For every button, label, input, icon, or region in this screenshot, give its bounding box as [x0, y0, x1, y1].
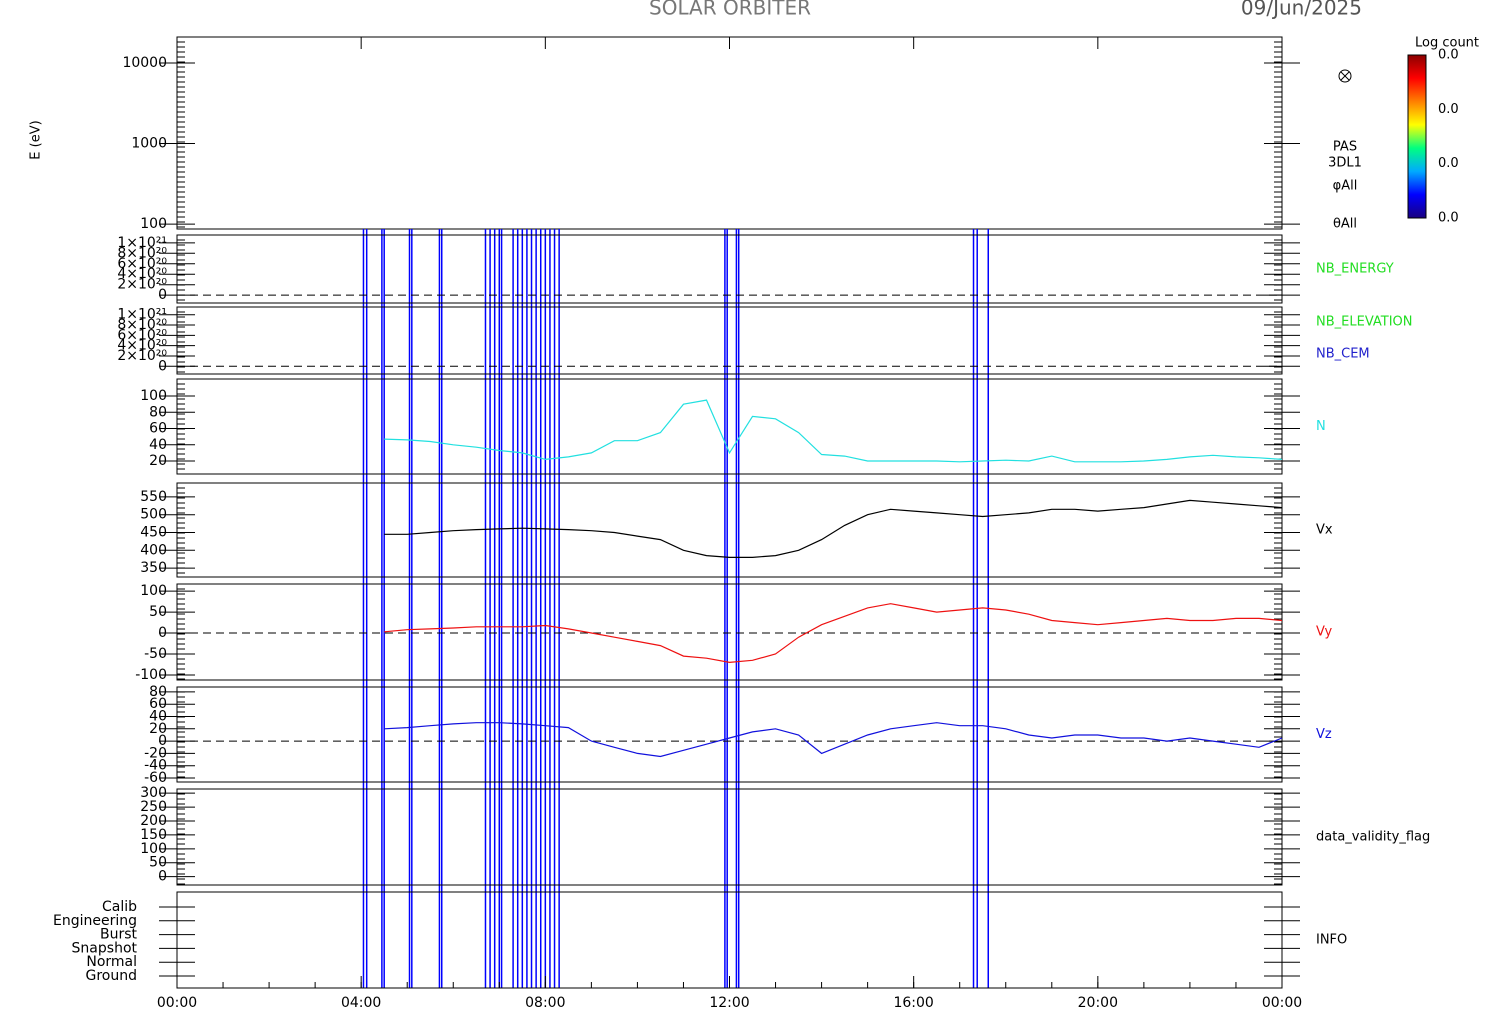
- y-tick-label: 0: [158, 625, 167, 641]
- y-tick-label: 400: [140, 542, 167, 558]
- series-label: Vx: [1316, 523, 1333, 538]
- y-tick-label: 250: [140, 799, 167, 815]
- panel-frame: [176, 36, 1283, 230]
- x-tick-label: 16:00: [893, 995, 933, 1011]
- y-tick-label: 500: [140, 507, 167, 523]
- y-tick-label: 350: [140, 560, 167, 576]
- y-tick-label: 100: [140, 216, 167, 232]
- category-label: Snapshot: [72, 940, 138, 956]
- side-label: θAll: [1333, 217, 1357, 232]
- category-label: Burst: [100, 927, 138, 943]
- y-tick-label: 40: [149, 437, 167, 453]
- y-tick-label: -100: [135, 667, 167, 683]
- y-tick-label: 50: [149, 855, 167, 871]
- side-label: data_validity_flag: [1316, 830, 1430, 845]
- series-label: Vz: [1316, 727, 1332, 742]
- y-tick-label: 1000: [131, 136, 167, 152]
- y-tick-label: 0: [158, 287, 167, 303]
- data-line: [384, 603, 1283, 664]
- y-tick-label: 2×10²⁰: [117, 277, 167, 293]
- panel-frame: [176, 891, 1283, 989]
- y-tick-label: -50: [144, 646, 167, 662]
- category-label: Normal: [86, 954, 137, 970]
- y-tick-label: -20: [144, 745, 167, 761]
- y-tick-label: 60: [149, 421, 167, 437]
- y-tick-label: 100: [140, 388, 167, 404]
- y-tick-label: 200: [140, 813, 167, 829]
- y-tick-label: 300: [140, 785, 167, 801]
- y-tick-label: 1×10²¹: [117, 307, 167, 323]
- side-label: PAS: [1333, 140, 1357, 155]
- y-tick-label: 4×10²⁰: [117, 266, 167, 282]
- colorbar-tick-label: 0.0: [1438, 102, 1459, 117]
- side-label: NB_ENERGY: [1316, 262, 1394, 277]
- y-tick-label: 40: [149, 709, 167, 725]
- side-label: INFO: [1316, 933, 1347, 948]
- series-label: Vy: [1316, 625, 1333, 640]
- colorbar-tick-label: 0.0: [1438, 48, 1459, 63]
- y-tick-label: 8×10²⁰: [117, 245, 167, 261]
- y-tick-label: 1×10²¹: [117, 235, 167, 251]
- colorbar-label: Log count: [1415, 36, 1479, 51]
- x-tick-label: 04:00: [341, 995, 381, 1011]
- colorbar-tick-label: 0.0: [1438, 156, 1459, 171]
- series-label: N: [1316, 419, 1326, 434]
- data-line: [384, 499, 1283, 558]
- y-tick-label: 20: [149, 721, 167, 737]
- panel-frame: [176, 234, 1283, 304]
- y-tick-label: 10000: [122, 55, 167, 71]
- y-tick-label: -40: [144, 758, 167, 774]
- category-label: Calib: [102, 899, 137, 915]
- detector-symbol: [1338, 69, 1352, 83]
- y-tick-label: 6×10²⁰: [117, 256, 167, 272]
- y-tick-label: 100: [140, 841, 167, 857]
- panel-frame: [176, 306, 1283, 375]
- chart-title: SOLAR ORBITER: [649, 0, 811, 20]
- x-tick-label: 20:00: [1078, 995, 1118, 1011]
- panel-frame: [176, 378, 1283, 475]
- x-tick-label: 00:00: [1262, 995, 1302, 1011]
- side-label: NB_CEM: [1316, 347, 1370, 362]
- panel-frame: [176, 583, 1283, 681]
- data-line: [384, 399, 1283, 463]
- y-tick-label: 450: [140, 524, 167, 540]
- colorbar: [1407, 54, 1427, 219]
- y-tick-label: 4×10²⁰: [117, 338, 167, 354]
- y-tick-label: -60: [144, 770, 167, 786]
- y-tick-label: 8×10²⁰: [117, 317, 167, 333]
- y-tick-label: 80: [149, 404, 167, 420]
- y-tick-label: 100: [140, 583, 167, 599]
- y-tick-label: 2×10²⁰: [117, 348, 167, 364]
- y-axis-label: E (eV): [29, 120, 44, 159]
- panel-frame: [176, 686, 1283, 783]
- x-tick-label: 08:00: [525, 995, 565, 1011]
- data-line: [384, 722, 1283, 758]
- category-label: Ground: [86, 968, 138, 984]
- date-label: 09/Jun/2025: [1241, 0, 1362, 20]
- y-tick-label: 80: [149, 684, 167, 700]
- category-label: Engineering: [53, 913, 137, 929]
- y-tick-label: 150: [140, 827, 167, 843]
- panel-frame: [176, 788, 1283, 886]
- side-label: φAll: [1333, 179, 1358, 194]
- side-label: 3DL1: [1328, 156, 1362, 171]
- x-tick-label: 12:00: [709, 995, 749, 1011]
- panel-frame: [176, 482, 1283, 578]
- y-tick-label: 550: [140, 489, 167, 505]
- y-tick-label: 20: [149, 453, 167, 469]
- y-tick-label: 0: [158, 358, 167, 374]
- colorbar-tick-label: 0.0: [1438, 211, 1459, 226]
- x-tick-label: 00:00: [157, 995, 197, 1011]
- y-tick-label: 50: [149, 604, 167, 620]
- y-tick-label: 60: [149, 696, 167, 712]
- y-tick-label: 0: [158, 733, 167, 749]
- side-label: NB_ELEVATION: [1316, 315, 1413, 330]
- y-tick-label: 0: [158, 869, 167, 885]
- y-tick-label: 6×10²⁰: [117, 327, 167, 343]
